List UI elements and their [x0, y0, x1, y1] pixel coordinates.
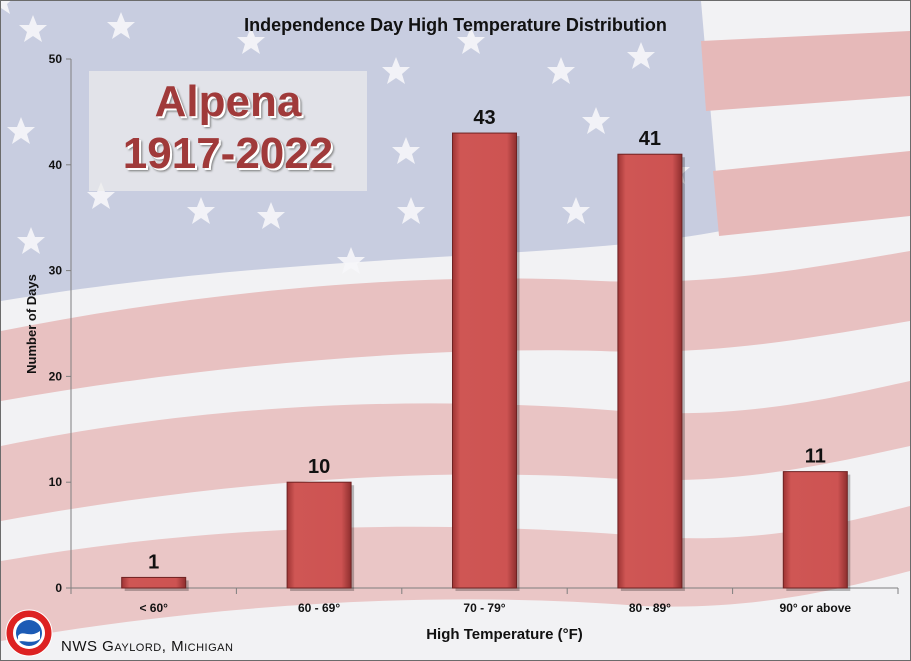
bar: [286, 481, 352, 589]
footer-office: NWS Gaylord, Michigan: [61, 638, 234, 655]
bars: [121, 132, 851, 591]
bar: [121, 576, 187, 589]
y-tick-label: 10: [49, 475, 63, 489]
x-tick-label: < 60°: [139, 601, 168, 615]
bar: [617, 153, 683, 589]
tick-labels: 0 10 20 30 40 50 1 < 60° 10 60 - 69° 43 70 - 79° 41 8…: [24, 52, 851, 643]
y-tick-label: 20: [49, 369, 63, 383]
data-label: 43: [473, 107, 495, 129]
data-label: 41: [639, 128, 661, 150]
x-tick-label: 60 - 69°: [298, 601, 340, 615]
x-tick-label: 80 - 89°: [629, 601, 671, 615]
bar: [452, 132, 517, 589]
data-label: 10: [308, 456, 330, 478]
data-label: 11: [805, 446, 826, 468]
bar: [782, 471, 848, 589]
y-tick-label: 0: [55, 581, 62, 595]
y-tick-label: 40: [49, 158, 63, 172]
nws-logo-icon: [5, 609, 53, 657]
data-label: 1: [148, 551, 159, 573]
period-of-record: 1917-2022: [122, 129, 334, 178]
station-name: Alpena: [154, 77, 302, 126]
x-axis-title: High Temperature (°F): [426, 626, 583, 643]
y-tick-label: 50: [49, 52, 63, 66]
x-tick-label: 90° or above: [780, 601, 852, 615]
chart-title: Independence Day High Temperature Distri…: [244, 15, 667, 35]
y-axis-title: Number of Days: [24, 274, 39, 374]
station-label-box: [89, 71, 367, 191]
y-tick-label: 30: [49, 264, 63, 278]
x-tick-label: 70 - 79°: [463, 601, 505, 615]
